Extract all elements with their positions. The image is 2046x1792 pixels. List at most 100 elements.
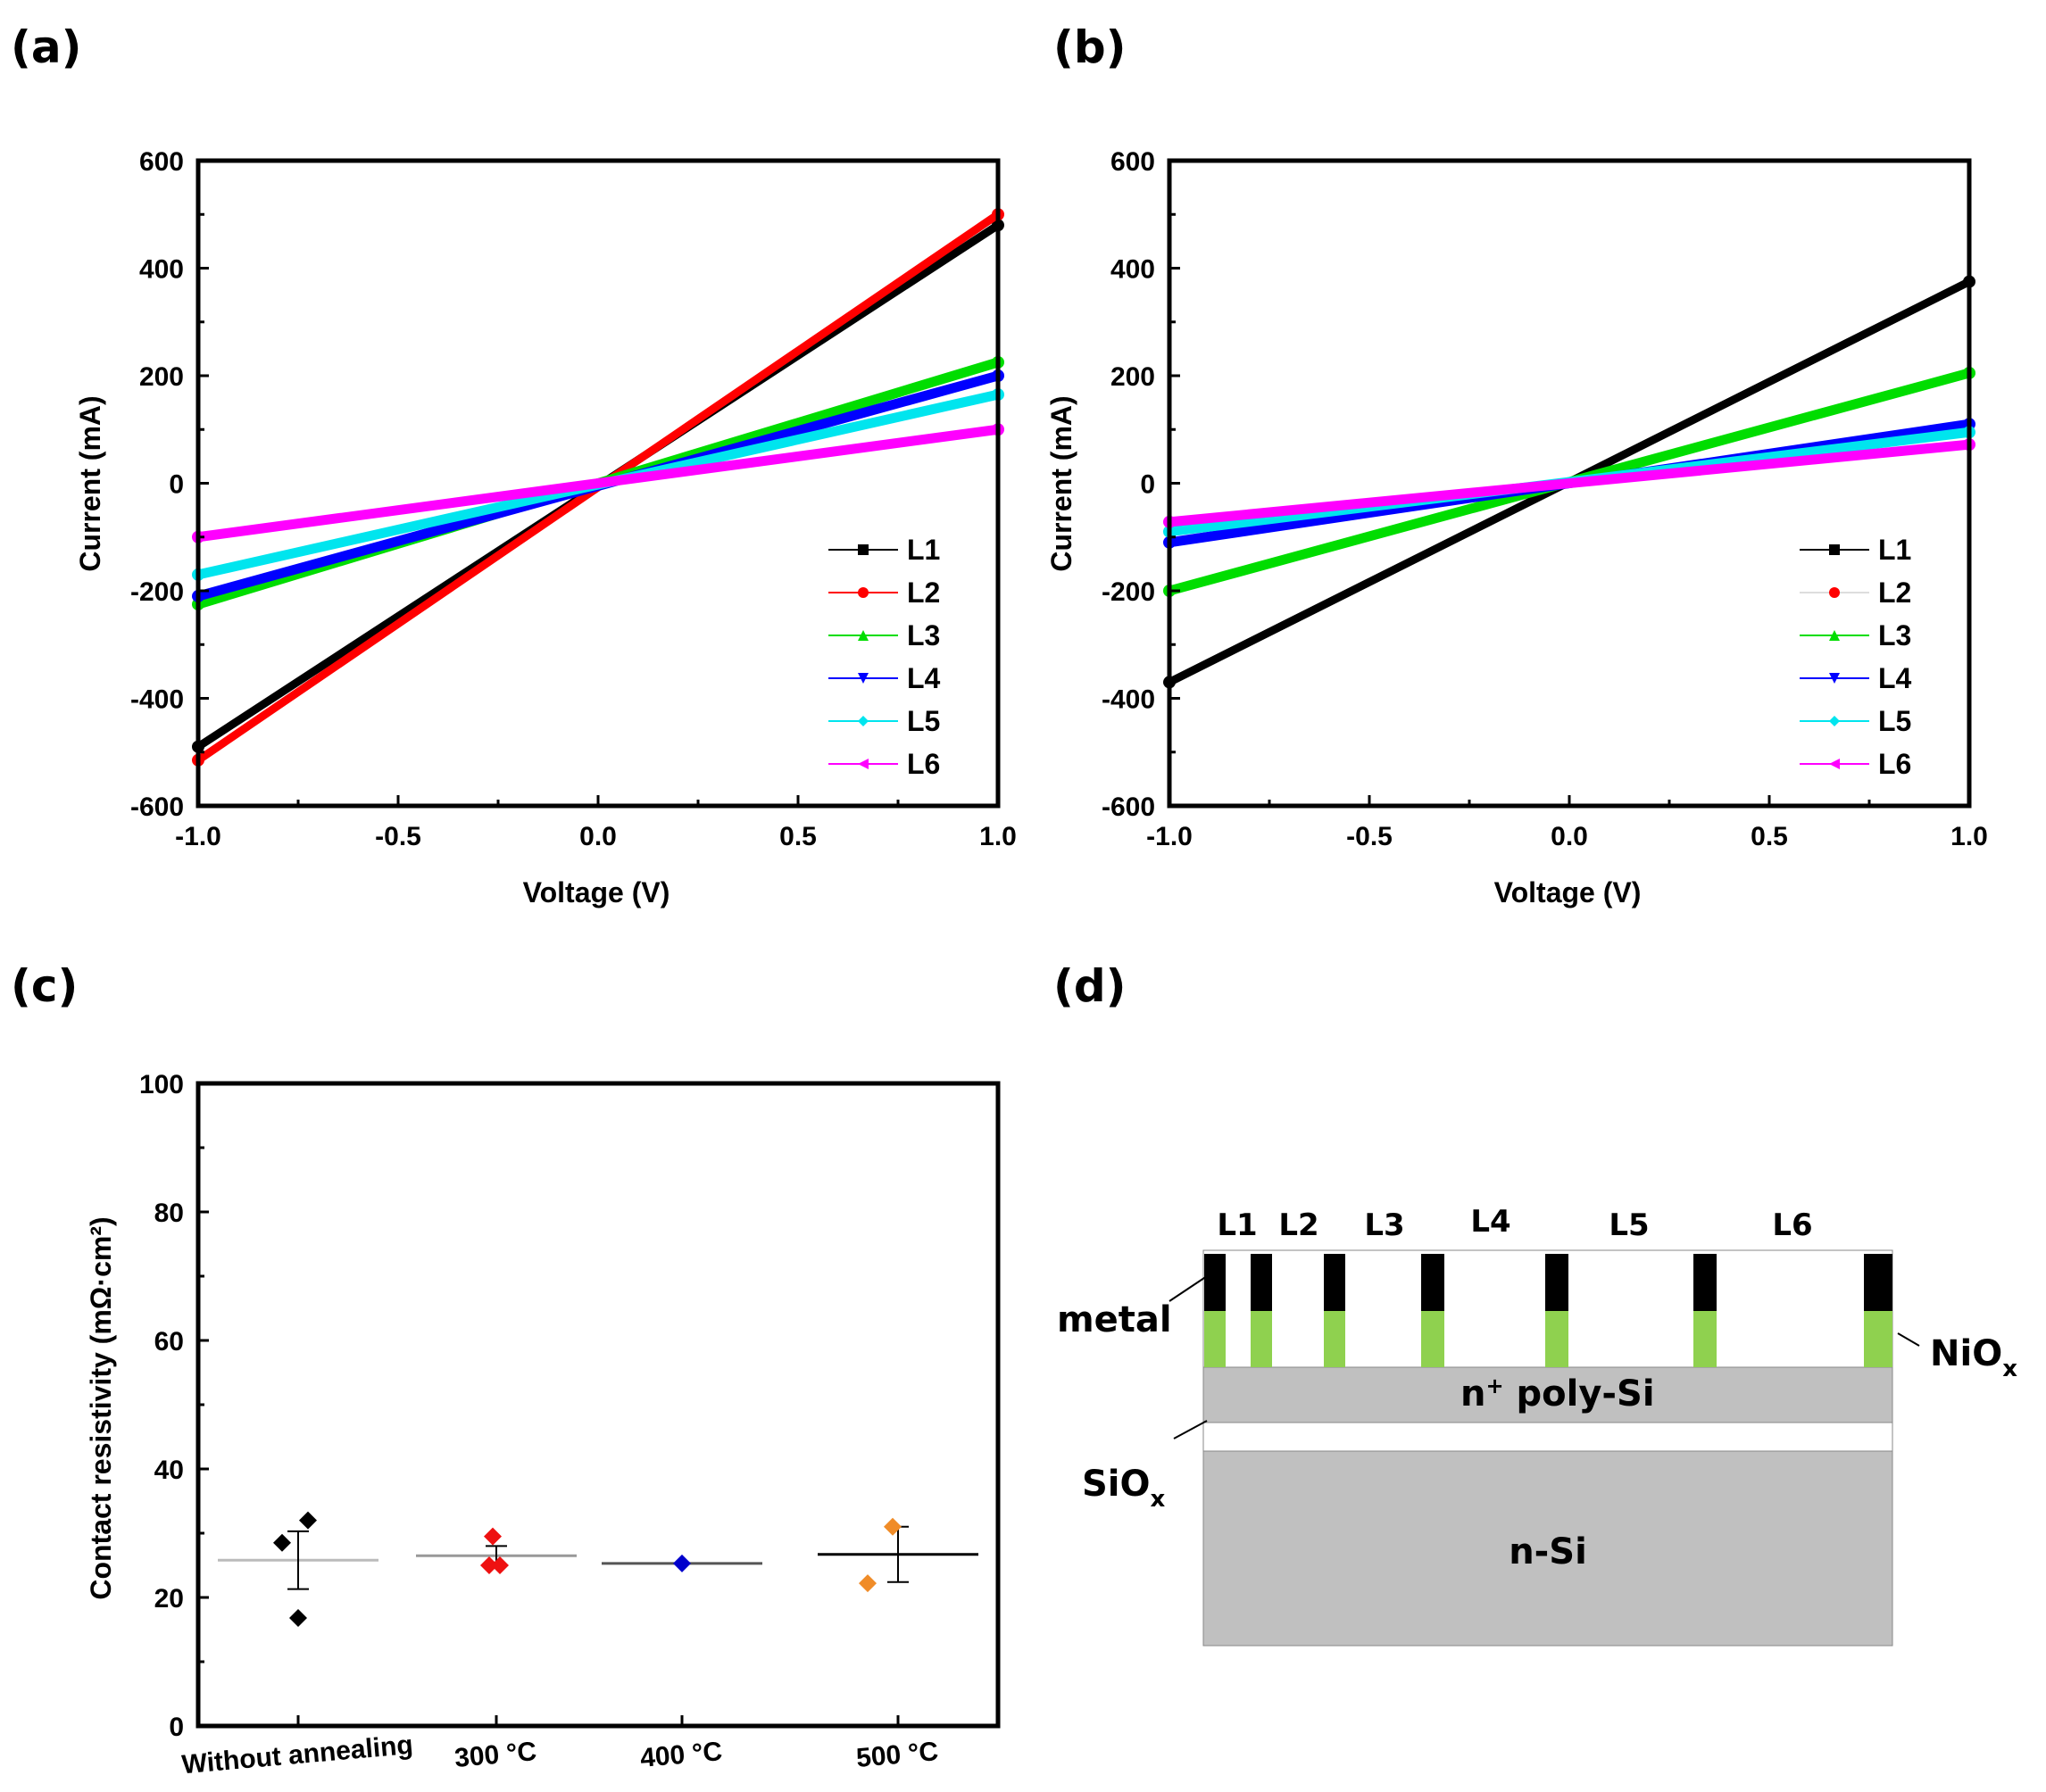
siox-layer: [1202, 1422, 1893, 1452]
n-si-layer: [1202, 1450, 1893, 1647]
legend-label-l4: L4: [907, 662, 941, 694]
x-tick-label: -0.5: [1346, 822, 1393, 851]
legend-label-l2: L2: [1878, 577, 1911, 609]
data-point: [289, 1609, 307, 1628]
gap-label-l5: L5: [1609, 1207, 1649, 1243]
y-tick-label: 400: [139, 255, 184, 285]
gap-label-l3: L3: [1364, 1207, 1404, 1243]
legend-marker-l4: [1829, 673, 1840, 684]
y-tick-label: 0: [1140, 470, 1155, 500]
data-point: [273, 1533, 291, 1552]
nio-layer: [1251, 1311, 1272, 1367]
chart-b-legend: L1 L2 L3 L4 L5 L6: [1800, 534, 1912, 780]
y-tick-label: -200: [1102, 577, 1155, 607]
nio-layer: [1545, 1311, 1568, 1367]
legend-label-l1: L1: [1878, 534, 1911, 566]
y-tick-label: 0: [169, 1713, 184, 1742]
legend-marker-l2: [858, 587, 869, 598]
legend-label-l6: L6: [907, 748, 940, 780]
nio-label: NiOx: [1930, 1333, 2017, 1382]
nio-layer: [1324, 1311, 1345, 1367]
metal-contact: [1864, 1254, 1892, 1311]
series-line-l6: [193, 424, 1003, 543]
legend-label-l4: L4: [1878, 662, 1912, 694]
legend-label-l2: L2: [907, 577, 940, 609]
y-tick-label: 60: [154, 1327, 184, 1356]
y-tick-label: 400: [1110, 255, 1155, 285]
chart-a-legend: L1 L2 L3 L4 L5 L6: [828, 534, 941, 780]
chart-c: 0 20 40 60 80 100 Without annealing 300 °C 400 °…: [85, 1070, 1001, 1780]
metal-contact: [1324, 1254, 1345, 1311]
legend-label-l5: L5: [907, 705, 940, 737]
chart-b-axes: -1.0 -0.5 0.0 0.5 1.0 -600 -400 -200 0 200 400 600: [1102, 147, 1988, 851]
x-tick-label: 0.5: [1751, 822, 1788, 851]
legend-marker-l5: [1829, 716, 1840, 726]
legend-marker-l4: [858, 673, 869, 684]
x-tick-label: 1.0: [1950, 822, 1988, 851]
data-point: [884, 1517, 902, 1536]
chart-a-ylabel: Current (mA): [74, 395, 106, 571]
legend-marker-l6: [1829, 759, 1840, 769]
x-category-label: 300 °C: [453, 1737, 538, 1773]
panel-label-b: (b): [1053, 21, 1127, 73]
y-tick-label: 40: [154, 1456, 184, 1485]
metal-contact: [1693, 1254, 1717, 1311]
n-poly-si-layer: [1202, 1366, 1893, 1423]
y-tick-label: -400: [130, 685, 184, 715]
data-point: [491, 1556, 509, 1574]
gap-labels: L1 L2 L3 L4 L5 L6: [1217, 1204, 1812, 1243]
x-tick-label: -1.0: [1146, 822, 1193, 851]
chart-a: -1.0 -0.5 0.0 0.5 1.0-600-400-2000200400600 …: [74, 147, 1017, 908]
legend-marker-l3: [858, 630, 869, 641]
chart-b-ylabel: Current (mA): [1045, 395, 1077, 571]
y-tick-label: 600: [1110, 147, 1155, 177]
y-tick-label: -200: [130, 577, 184, 607]
metal-contact: [1204, 1254, 1226, 1311]
legend-marker-l6: [858, 759, 869, 769]
metal-leader: [1169, 1275, 1208, 1302]
chart-c-axes: 0 20 40 60 80 100 Without annealing 300 °C 400 °…: [139, 1070, 1001, 1780]
series-line-l6: [1164, 439, 1975, 527]
legend-label-l1: L1: [907, 534, 940, 566]
y-tick-label: 200: [139, 362, 184, 392]
legend-marker-l1: [858, 544, 869, 555]
y-tick-label: 100: [139, 1070, 184, 1099]
x-tick-label: 0.0: [1551, 822, 1588, 851]
legend-label-l6: L6: [1878, 748, 1911, 780]
y-tick-label: 600: [139, 147, 184, 177]
nio-layer: [1864, 1311, 1892, 1367]
nio-layer: [1204, 1311, 1226, 1367]
data-point: [299, 1511, 317, 1530]
n-poly-si-label: n+ poly-Si: [1460, 1373, 1655, 1415]
metal-label: metal: [1057, 1299, 1172, 1340]
x-tick-label: 0.5: [779, 822, 817, 851]
y-tick-label: 20: [154, 1584, 184, 1614]
metal-contact: [1421, 1254, 1444, 1311]
y-tick-label: 200: [1110, 362, 1155, 392]
siox-leader: [1173, 1420, 1208, 1439]
gap-label-l2: L2: [1278, 1207, 1318, 1243]
chart-b: -1.0 -0.5 0.0 0.5 1.0-600-400-2000200400600 …: [1045, 147, 1988, 908]
legend-marker-l2: [1829, 587, 1840, 598]
gap-label-l4: L4: [1470, 1204, 1510, 1240]
gap-label-l1: L1: [1217, 1207, 1257, 1243]
chart-a-axes: -1.0 -0.5 0.0 0.5 1.0 -600 -400 -200 0 200 400 600: [130, 147, 1017, 851]
y-tick-label: -600: [1102, 792, 1155, 822]
nio-layer: [1421, 1311, 1444, 1367]
nio-leader: [1897, 1332, 1920, 1347]
legend-marker-l1: [1829, 544, 1840, 555]
device-diagram: L1 L2 L3 L4 L5 L6 metal NiOx n+ poly-Si …: [1057, 1204, 2017, 1647]
contact-pads: [1204, 1254, 1892, 1367]
x-category-label: 500 °C: [855, 1737, 940, 1773]
chart-b-plot: [1163, 275, 1975, 689]
data-point: [673, 1554, 691, 1572]
data-point: [859, 1574, 877, 1593]
panel-label-c: (c): [11, 960, 78, 1012]
nio-layer: [1693, 1311, 1717, 1367]
legend-label-l5: L5: [1878, 705, 1911, 737]
metal-contact: [1545, 1254, 1568, 1311]
y-tick-label: -600: [130, 792, 184, 822]
x-category-label: Without annealing: [180, 1730, 414, 1780]
legend-label-l3: L3: [907, 619, 940, 651]
